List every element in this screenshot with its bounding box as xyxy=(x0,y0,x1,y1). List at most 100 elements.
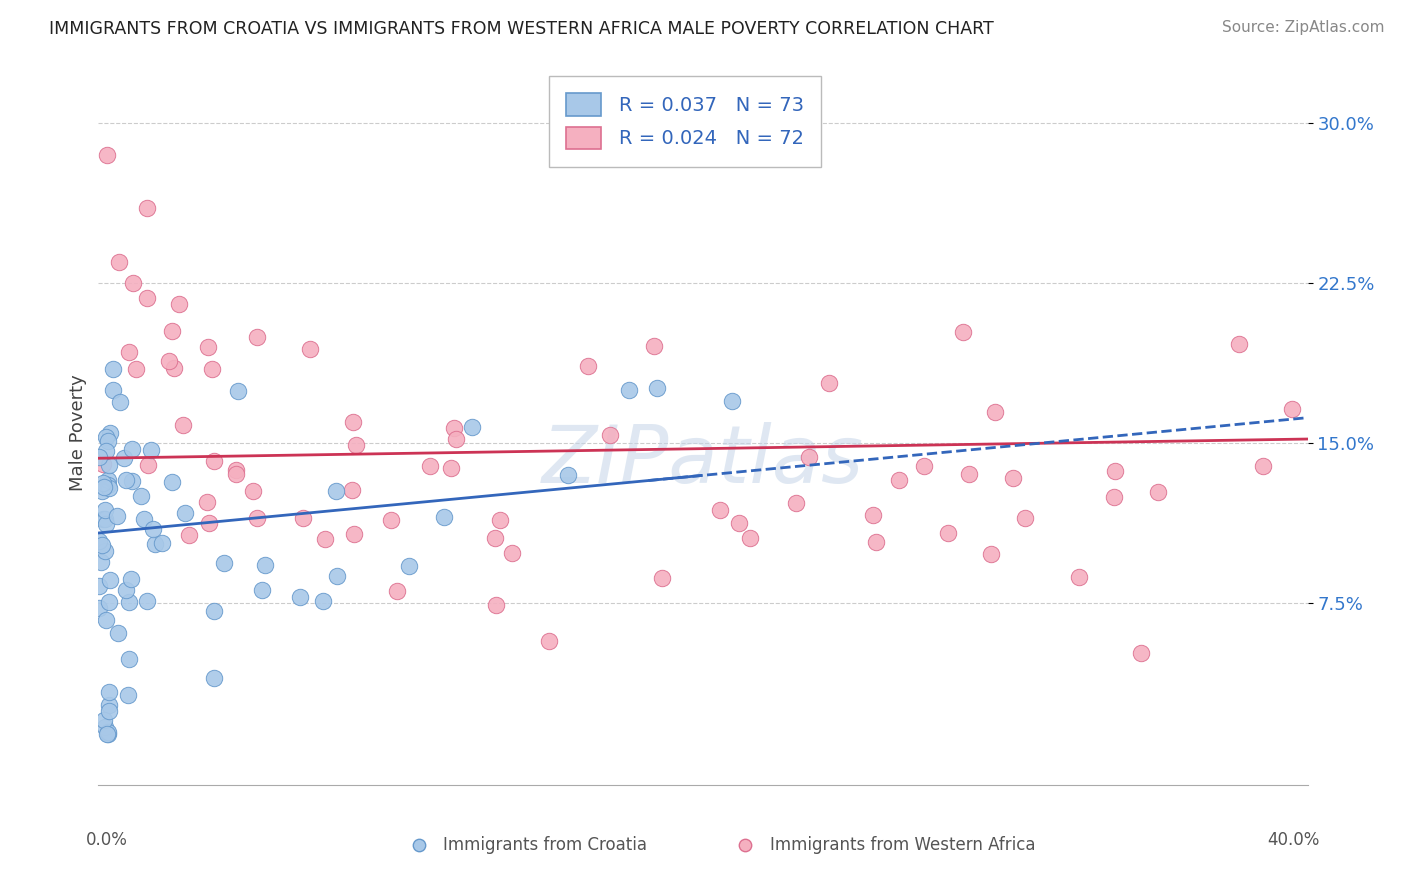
Text: ZIPatlas: ZIPatlas xyxy=(541,422,865,500)
Point xyxy=(97,725,120,739)
Point xyxy=(96,516,118,531)
Point xyxy=(107,626,129,640)
Point xyxy=(143,537,166,551)
Point xyxy=(797,450,820,465)
Point xyxy=(817,376,839,390)
Point xyxy=(250,583,273,598)
Point xyxy=(94,720,117,734)
Legend: R = 0.037   N = 73, R = 0.024   N = 72: R = 0.037 N = 73, R = 0.024 N = 72 xyxy=(548,76,821,167)
Point xyxy=(197,340,219,354)
Point xyxy=(887,473,910,487)
Point xyxy=(150,535,173,549)
Point xyxy=(488,513,510,527)
Point xyxy=(136,202,159,216)
Point xyxy=(212,556,235,570)
Point xyxy=(112,451,135,466)
Point xyxy=(121,442,143,456)
Point xyxy=(120,572,142,586)
Point xyxy=(728,516,751,530)
Point xyxy=(97,434,120,449)
Point xyxy=(202,604,225,618)
Point xyxy=(107,508,129,523)
Point xyxy=(98,595,121,609)
Point xyxy=(94,512,117,526)
Point xyxy=(440,461,463,475)
Point xyxy=(1147,485,1170,500)
Point xyxy=(117,688,139,702)
Point xyxy=(1281,402,1303,417)
Point xyxy=(709,502,731,516)
Point xyxy=(136,458,159,472)
Point xyxy=(980,547,1002,561)
Point xyxy=(720,393,742,408)
Point xyxy=(557,467,579,482)
Point xyxy=(91,483,114,498)
Point xyxy=(443,420,465,434)
Point xyxy=(461,419,484,434)
Point xyxy=(98,458,121,472)
Point xyxy=(398,558,420,573)
Point xyxy=(157,354,180,368)
Point xyxy=(134,512,156,526)
Point xyxy=(98,573,121,587)
Text: 0.0%: 0.0% xyxy=(86,830,128,849)
Point xyxy=(94,544,117,558)
Point xyxy=(651,571,673,585)
Point xyxy=(90,555,112,569)
Point xyxy=(201,362,224,376)
Point xyxy=(174,506,197,520)
Point xyxy=(912,459,935,474)
Point xyxy=(325,483,347,498)
Point xyxy=(1251,459,1274,474)
Point xyxy=(865,534,887,549)
Text: Immigrants from Croatia: Immigrants from Croatia xyxy=(443,836,647,854)
Point xyxy=(385,584,408,599)
Point xyxy=(121,474,143,488)
Point xyxy=(433,510,456,524)
Point xyxy=(485,598,508,612)
Point xyxy=(342,483,364,497)
Y-axis label: Male Poverty: Male Poverty xyxy=(69,375,87,491)
Text: Source: ZipAtlas.com: Source: ZipAtlas.com xyxy=(1222,20,1385,35)
Point xyxy=(115,474,138,488)
Point xyxy=(645,381,668,395)
Point xyxy=(1014,510,1036,524)
Point xyxy=(135,291,157,305)
Point xyxy=(419,458,441,473)
Point xyxy=(101,361,124,376)
Point xyxy=(952,325,974,339)
Text: IMMIGRANTS FROM CROATIA VS IMMIGRANTS FROM WESTERN AFRICA MALE POVERTY CORRELATI: IMMIGRANTS FROM CROATIA VS IMMIGRANTS FR… xyxy=(49,20,994,37)
Point xyxy=(538,634,561,648)
Text: Immigrants from Western Africa: Immigrants from Western Africa xyxy=(769,836,1035,854)
Point xyxy=(96,613,118,627)
Point xyxy=(93,457,115,471)
Point xyxy=(484,531,506,545)
Point xyxy=(101,383,124,397)
Point xyxy=(242,483,264,498)
Point xyxy=(343,526,366,541)
Point xyxy=(225,467,247,481)
Point xyxy=(785,495,807,509)
Point xyxy=(160,475,183,490)
Point xyxy=(91,475,114,490)
Point xyxy=(89,579,111,593)
Point xyxy=(936,526,959,541)
Point xyxy=(93,502,115,516)
Point xyxy=(202,454,225,468)
Point xyxy=(98,705,121,719)
Point xyxy=(225,463,247,477)
Point xyxy=(298,342,321,356)
Point xyxy=(254,558,277,572)
Point xyxy=(290,590,312,604)
Point xyxy=(501,546,523,560)
Point xyxy=(118,595,141,609)
Point xyxy=(1001,471,1024,485)
Point xyxy=(89,601,111,615)
Point xyxy=(97,684,120,698)
Point xyxy=(89,450,111,465)
Point xyxy=(179,528,201,542)
Point xyxy=(162,324,184,338)
Point xyxy=(1227,336,1250,351)
Point xyxy=(984,405,1007,419)
Point xyxy=(91,512,114,526)
